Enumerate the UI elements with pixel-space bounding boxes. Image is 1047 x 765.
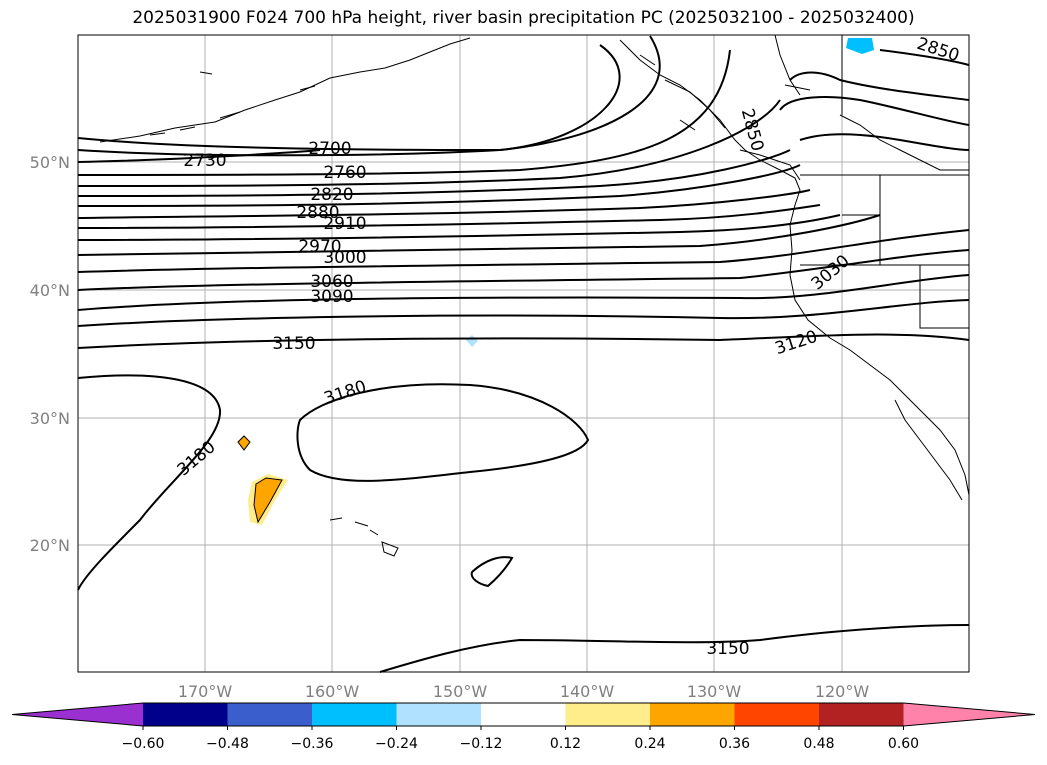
colorbar-segment bbox=[143, 703, 228, 726]
contour-label: 2820 bbox=[310, 185, 353, 205]
gridlines bbox=[78, 35, 969, 672]
colorbar-tick-label: −0.48 bbox=[206, 736, 249, 752]
colorbar-tick-label: −0.12 bbox=[460, 736, 503, 752]
colorbar-tick-label: 0.24 bbox=[634, 736, 665, 752]
lat-label: 20°N bbox=[30, 536, 70, 555]
contour-label: 3060 bbox=[310, 272, 353, 292]
map-frame bbox=[77, 34, 970, 673]
lon-label: 120°W bbox=[815, 682, 870, 701]
colorbar-extend-high bbox=[903, 703, 1035, 726]
colorbar-tick-label: 0.48 bbox=[803, 736, 834, 752]
contour-label: 3150 bbox=[272, 334, 315, 354]
map-title: 2025031900 F024 700 hPa height, river ba… bbox=[132, 8, 915, 28]
lat-label: 30°N bbox=[30, 409, 70, 428]
colorbar: −0.60 −0.48 −0.36 −0.24 −0.12 0.12 0.24 0.36 0.4… bbox=[11, 702, 1036, 752]
longitude-labels: 170°W 160°W 150°W 140°W 130°W 120°W bbox=[178, 682, 870, 701]
lat-label: 50°N bbox=[30, 153, 70, 172]
contour-label: 2700 bbox=[308, 139, 351, 159]
lon-label: 140°W bbox=[560, 682, 615, 701]
colorbar-segment bbox=[565, 703, 651, 726]
contour-label: 3000 bbox=[323, 248, 366, 268]
lat-label: 40°N bbox=[30, 281, 70, 300]
colorbar-segment bbox=[227, 703, 313, 726]
contour-label: 2760 bbox=[323, 163, 366, 183]
colorbar-segment bbox=[481, 703, 566, 726]
coastlines bbox=[99, 34, 970, 557]
contour-label: 2730 bbox=[183, 151, 226, 171]
colorbar-segment bbox=[396, 703, 482, 726]
colorbar-tick-label: 0.12 bbox=[550, 736, 581, 752]
lon-label: 170°W bbox=[178, 682, 233, 701]
colorbar-tick-label: −0.36 bbox=[291, 736, 334, 752]
contour-label: 2880 bbox=[296, 203, 339, 223]
colorbar-segment bbox=[312, 703, 397, 726]
colorbar-segment bbox=[650, 703, 735, 726]
lon-label: 130°W bbox=[687, 682, 742, 701]
precip-shading bbox=[237, 38, 874, 525]
latitude-labels: 50°N 40°N 30°N 20°N bbox=[30, 153, 70, 555]
colorbar-extend-low bbox=[12, 703, 143, 726]
colorbar-segment bbox=[819, 703, 904, 726]
colorbar-tick-label: 0.60 bbox=[888, 736, 919, 752]
lon-label: 160°W bbox=[305, 682, 360, 701]
contour-label: 2910 bbox=[323, 214, 366, 234]
contour-label: 3150 bbox=[706, 639, 749, 659]
colorbar-tick-label: 0.36 bbox=[719, 736, 750, 752]
colorbar-tick-label: −0.24 bbox=[375, 736, 418, 752]
contour-label: 3090 bbox=[310, 287, 353, 307]
lon-label: 150°W bbox=[433, 682, 488, 701]
height-contours bbox=[77, 35, 970, 673]
contour-label: 2970 bbox=[298, 237, 341, 257]
colorbar-tick-label: −0.60 bbox=[122, 736, 165, 752]
colorbar-segment bbox=[734, 703, 820, 726]
